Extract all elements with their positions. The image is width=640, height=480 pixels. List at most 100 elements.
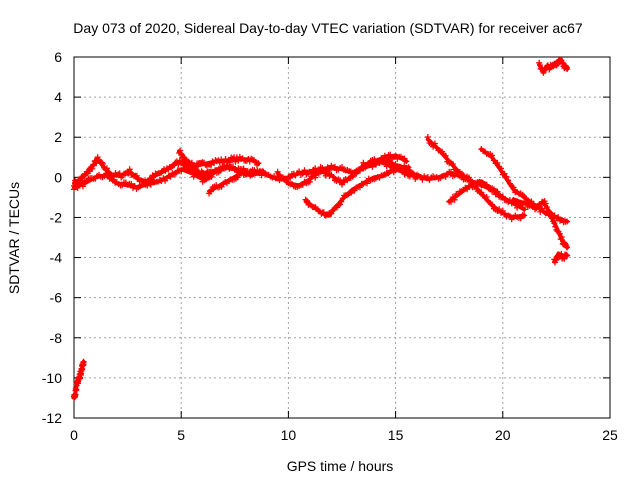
- data-point: [331, 163, 338, 170]
- data-point: [523, 199, 529, 206]
- data-point: [551, 220, 558, 227]
- data-point: [564, 218, 571, 225]
- data-point: [558, 234, 565, 240]
- data-point: [312, 165, 319, 172]
- data-point: [304, 197, 310, 204]
- data-point: [380, 158, 387, 165]
- data-point: [301, 167, 308, 174]
- data-point: [496, 206, 503, 213]
- data-point: [483, 194, 490, 200]
- y-tick-label: -6: [50, 290, 63, 306]
- data-point: [79, 183, 86, 190]
- y-tick-label: -8: [50, 330, 63, 346]
- data-point: [478, 189, 485, 196]
- data-point: [177, 147, 184, 154]
- y-tick-label: 2: [54, 129, 62, 145]
- y-tick-label: -2: [50, 209, 63, 225]
- data-point: [356, 184, 363, 191]
- data-point: [494, 159, 501, 166]
- data-point: [552, 223, 559, 230]
- data-point: [506, 213, 513, 220]
- data-point: [564, 244, 571, 251]
- data-point: [173, 158, 180, 165]
- data-point: [556, 230, 563, 237]
- y-tick-label: 6: [54, 49, 62, 65]
- data-point: [296, 168, 303, 175]
- data-point: [299, 170, 306, 177]
- data-point: [399, 165, 406, 172]
- data-point: [175, 161, 182, 168]
- data-point: [74, 184, 81, 191]
- data-point: [99, 160, 106, 167]
- x-tick-label: 25: [602, 427, 618, 443]
- data-point: [543, 204, 550, 211]
- data-point: [499, 194, 506, 201]
- data-point: [234, 174, 241, 181]
- data-point: [324, 168, 331, 175]
- data-point: [71, 186, 77, 193]
- plot-border: [73, 56, 611, 419]
- data-point: [356, 167, 363, 173]
- data-point: [547, 209, 553, 216]
- data-point: [349, 173, 356, 180]
- data-point: [430, 143, 437, 150]
- data-point: [208, 173, 215, 180]
- data-point: [330, 174, 337, 180]
- data-point: [274, 168, 281, 175]
- data-point: [552, 257, 559, 264]
- data-point: [218, 183, 225, 190]
- data-point: [460, 172, 467, 179]
- data-point: [320, 209, 327, 216]
- series-trace-9: [446, 178, 506, 205]
- data-point: [237, 165, 244, 172]
- data-point: [259, 168, 266, 175]
- data-point: [537, 62, 543, 69]
- data-point: [442, 152, 449, 159]
- data-point: [287, 175, 294, 181]
- x-tick-label: 20: [495, 427, 511, 443]
- x-axis-label: GPS time / hours: [287, 458, 394, 474]
- data-point: [299, 181, 306, 188]
- data-point: [387, 157, 394, 163]
- data-point: [390, 169, 397, 176]
- data-point: [489, 152, 496, 159]
- data-point: [110, 176, 117, 183]
- data-point: [442, 173, 449, 180]
- data-point: [510, 184, 517, 191]
- data-point: [561, 255, 568, 262]
- series-trace-6: [302, 162, 412, 219]
- data-point: [207, 188, 214, 195]
- data-point: [503, 173, 510, 180]
- data-point: [431, 140, 438, 147]
- series-trace-11: [510, 197, 571, 251]
- data-point: [172, 170, 179, 177]
- data-point: [448, 168, 454, 175]
- series-trace-4: [206, 168, 266, 197]
- data-point: [339, 181, 345, 188]
- data-point: [89, 165, 96, 172]
- data-point: [498, 165, 504, 172]
- data-point: [312, 174, 319, 181]
- data-point: [230, 163, 236, 170]
- y-axis-label: SDTVAR / TECUs: [6, 182, 22, 294]
- x-tick-label: 5: [177, 427, 185, 443]
- data-point: [86, 168, 92, 175]
- data-point: [80, 358, 87, 365]
- data-point: [360, 159, 367, 166]
- data-point: [387, 151, 394, 158]
- data-point: [188, 159, 195, 166]
- data-point: [505, 177, 512, 184]
- data-point: [403, 158, 410, 165]
- data-point: [483, 181, 490, 188]
- data-point: [103, 165, 110, 172]
- x-tick-label: 0: [70, 427, 78, 443]
- data-point: [338, 198, 345, 205]
- data-point: [78, 179, 85, 186]
- data-point: [351, 187, 358, 194]
- data-point: [521, 212, 528, 219]
- data-point: [419, 176, 426, 183]
- data-point: [451, 196, 458, 203]
- data-point: [554, 61, 561, 68]
